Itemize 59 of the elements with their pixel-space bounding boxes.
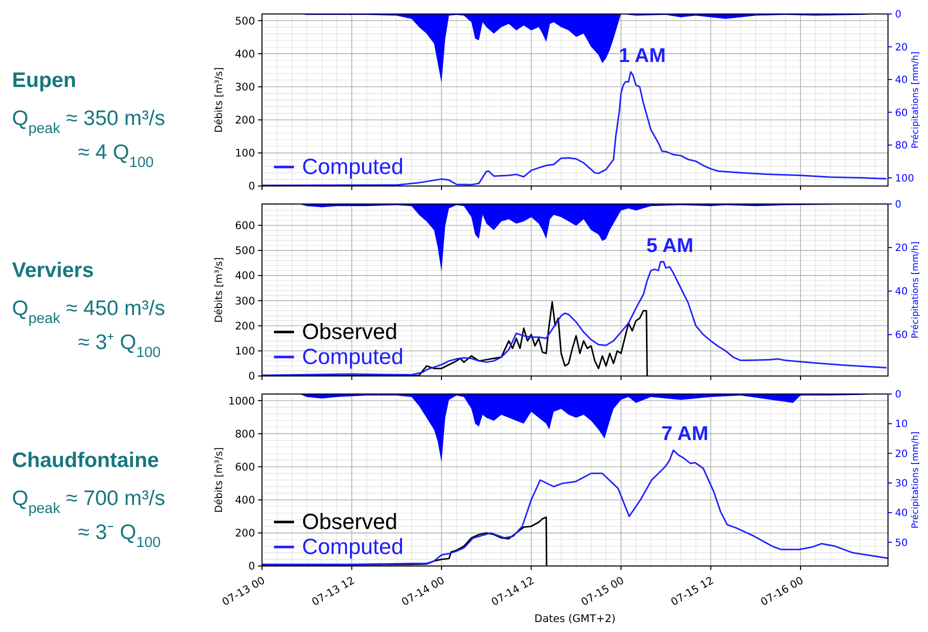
text: Q$_{peak}$ ≈ 450 m³/s xyxy=(12,297,166,327)
y2-tick-label: 30 xyxy=(895,478,908,490)
y2-tick-label: 50 xyxy=(895,538,908,549)
text: Verviers xyxy=(12,259,94,282)
y2-tick-label: 10 xyxy=(895,419,908,430)
text: ≈ 3⁻ Q$_{100}$ xyxy=(78,521,161,551)
y2-tick-label: 100 xyxy=(895,173,914,184)
y2-tick-label: 0 xyxy=(895,10,902,20)
text: Q$_{peak}$ ≈ 700 m³/s xyxy=(12,487,166,517)
y-tick-label: 400 xyxy=(234,270,255,282)
y-tick-label: 200 xyxy=(234,114,255,127)
y-tick-label: 1000 xyxy=(228,395,255,408)
annotation: 1 AM xyxy=(618,44,666,67)
y2-tick-label: 80 xyxy=(895,140,908,152)
y-tick-label: 200 xyxy=(234,320,255,332)
y2-tick-label: 40 xyxy=(895,508,908,520)
text: Chaudfontaine xyxy=(12,449,159,472)
y-tick-label: 600 xyxy=(234,461,255,474)
text: Q$_{peak}$ ≈ 350 m³/s xyxy=(12,107,166,137)
y2-axis-title: Précipitations [mm/h] xyxy=(910,241,921,339)
y-tick-label: 0 xyxy=(248,560,255,573)
y-axis-title: Débits [m³/s] xyxy=(214,257,225,323)
y-tick-label: 300 xyxy=(234,81,255,94)
y-axis-title: Débits [m³/s] xyxy=(214,67,225,133)
y2-tick-label: 60 xyxy=(895,330,908,342)
legend-label: Observed xyxy=(302,509,398,534)
y-tick-label: 800 xyxy=(234,428,255,440)
y-tick-label: 300 xyxy=(234,295,255,308)
y-tick-label: 500 xyxy=(234,245,255,258)
legend-label: Computed xyxy=(302,534,404,559)
y2-tick-label: 40 xyxy=(895,286,908,298)
text: Eupen xyxy=(12,69,76,92)
y-tick-label: 400 xyxy=(234,48,255,60)
y-axis-title: Débits [m³/s] xyxy=(214,447,225,513)
legend-label: Computed xyxy=(302,344,404,369)
y2-axis-title: Précipitations [mm/h] xyxy=(910,51,921,149)
y2-tick-label: 20 xyxy=(895,448,908,460)
annotation: 5 AM xyxy=(646,234,694,257)
y2-tick-label: 0 xyxy=(895,200,902,210)
y2-tick-label: 20 xyxy=(895,42,908,54)
text: ≈ 3⁺ Q$_{100}$ xyxy=(78,331,161,361)
y-tick-label: 200 xyxy=(234,528,255,540)
y2-tick-label: 60 xyxy=(895,108,908,119)
y2-tick-label: 20 xyxy=(895,243,908,254)
x-axis-title: Dates (GMT+2) xyxy=(534,613,616,625)
legend-label: Computed xyxy=(302,154,404,179)
y-tick-label: 0 xyxy=(248,370,255,383)
y2-tick-label: 0 xyxy=(895,390,902,400)
y-tick-label: 600 xyxy=(234,220,255,232)
y2-axis-title: Précipitations [mm/h] xyxy=(910,431,921,529)
y2-tick-label: 40 xyxy=(895,75,908,86)
legend-label: Observed xyxy=(302,319,398,344)
y-tick-label: 100 xyxy=(234,148,255,160)
y-tick-label: 100 xyxy=(234,346,255,358)
y-tick-label: 500 xyxy=(234,15,255,28)
y-tick-label: 400 xyxy=(234,494,255,507)
annotation: 7 AM xyxy=(661,423,708,446)
y-tick-label: 0 xyxy=(248,180,255,193)
text: ≈ 4 Q$_{100}$ xyxy=(78,141,154,171)
